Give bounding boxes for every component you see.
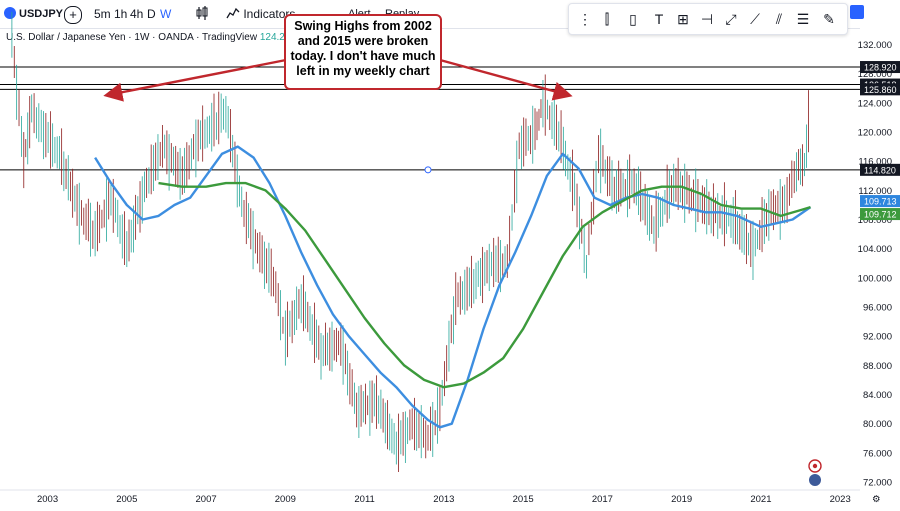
timeframe-1h-button[interactable]: 1h [114,7,128,21]
price-tag [860,61,900,74]
candle-tool-icon[interactable]: ⫿ [604,11,610,27]
indicators-icon [226,7,240,19]
price-tag-label: 114.820 [864,165,896,175]
timeframe-5m-button[interactable]: 5m [94,7,111,21]
y-tick-label: 72.000 [863,478,892,489]
x-tick-label: 2013 [433,494,454,505]
y-tick-label: 80.000 [863,419,892,430]
x-tick-label: 2003 [37,494,58,505]
drawing-toolbar: ⋮ ⫿ ▯ T ⊞ ⊣ ⤢ ⟋ ⫽ ☰ ✎ [568,3,848,35]
y-tick-label: 108.000 [858,215,892,226]
x-tick-label: 2023 [830,494,851,505]
path-tool-icon[interactable]: ⟋ [750,11,760,27]
x-tick-label: 2021 [750,494,771,505]
price-tag-label: 125.860 [864,85,897,95]
trend-line-icon[interactable]: ⤢ [725,11,737,27]
callout-arrow-right [439,58,573,101]
timeframe-w-button[interactable]: W [160,7,172,21]
parallel-tool-icon[interactable]: ⫽ [775,11,783,27]
x-tick-label: 2015 [513,494,534,505]
indicators-button[interactable]: Indicators [226,5,295,23]
us-flag-icon [809,474,821,486]
y-tick-label: 100.000 [858,273,892,284]
line-anchor-handle[interactable] [424,166,432,174]
settings-gear-icon[interactable]: ⚙ [872,494,881,505]
x-tick-label: 2009 [275,494,296,505]
callout-arrow-left [103,58,287,102]
settings-tool-icon[interactable]: ☰ [796,11,810,27]
y-tick-label: 104.000 [858,244,892,255]
indicators-label: Indicators [243,7,296,21]
price-tag-label: 109.713 [864,197,897,207]
x-tick-label: 2007 [196,494,217,505]
y-tick-label: 120.000 [858,128,892,139]
annotation-callout: Swing Highs from 2002 and 2015 were brok… [284,14,442,90]
y-tick-label: 124.000 [858,98,892,109]
y-tick-label: 88.000 [863,361,892,372]
x-tick-label: 2017 [592,494,613,505]
blue-moving-average-line[interactable] [94,145,812,429]
price-tag [860,163,900,176]
last-price: 124.292 [259,32,296,43]
price-tag [860,195,900,208]
price-tag [860,208,900,221]
y-tick-label: 92.000 [863,332,892,343]
y-tick-label: 128.000 [858,69,892,80]
price-tag-label: 128.920 [864,63,897,73]
y-tick-label: 84.000 [863,390,892,401]
symbol-label: USDJPY [19,8,64,20]
instrument-label: U.S. Dollar / Japanese Yen · 1W · OANDA … [6,32,258,43]
timeframe-d-button[interactable]: D [147,7,156,21]
green-moving-average-line[interactable] [158,181,811,389]
price-tag-label: 109.712 [864,210,897,220]
x-tick-label: 2005 [116,494,137,505]
grid-tool-icon[interactable]: ⊞ [677,11,689,27]
price-axis[interactable] [860,28,900,511]
symbol-flag-icon [4,7,16,19]
y-tick-label: 112.000 [858,186,892,197]
timeframe-4h-button[interactable]: 4h [130,7,144,21]
line-tool-icon[interactable]: ⊣ [700,11,714,27]
x-tick-label: 2019 [671,494,692,505]
y-tick-label: 96.000 [863,303,892,314]
y-tick-label: 76.000 [863,448,892,459]
x-tick-label: 2011 [354,494,374,505]
text-tool-icon[interactable]: T [654,11,664,27]
bar-style-icon[interactable] [196,5,208,21]
note-tool-icon[interactable]: ▯ [629,11,637,27]
symbol-search[interactable]: USDJPY [4,5,63,23]
add-symbol-plus-icon[interactable]: + [64,6,82,24]
price-tag [860,83,900,96]
brush-tool-icon[interactable]: ✎ [823,11,835,27]
japan-flag-dot [812,463,818,469]
currency-badge[interactable] [850,5,900,21]
y-tick-label: 132.000 [858,40,892,51]
chart-legend-header: U.S. Dollar / Japanese Yen · 1W · OANDA … [6,32,296,43]
y-tick-label: 116.000 [858,157,892,168]
drag-handle-icon[interactable]: ⋮ [578,11,592,27]
